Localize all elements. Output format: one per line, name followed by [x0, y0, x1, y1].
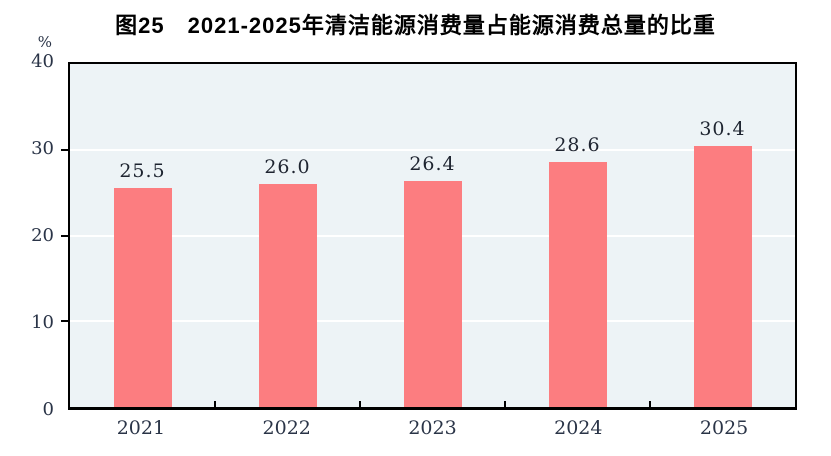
bar-value-label-2025: 30.4	[699, 118, 746, 141]
y-tick-label-0: 0	[42, 399, 54, 420]
bar-group-2021: 25.5	[70, 64, 215, 407]
y-tick-label-10: 10	[31, 312, 54, 333]
bar-value-label-2022: 26.0	[264, 156, 311, 179]
bar-value-label-2023: 26.4	[409, 152, 456, 175]
x-tick-mark-4	[649, 401, 651, 407]
y-tick-mark-30	[61, 148, 68, 151]
bar-group-2024: 28.6	[505, 64, 650, 407]
bar-value-label-2024: 28.6	[554, 133, 601, 156]
x-tick-label-2023: 2023	[408, 417, 457, 439]
x-tick-label-2022: 2022	[262, 417, 311, 439]
x-tick-label-2021: 2021	[116, 417, 166, 439]
x-tick-label-2025: 2025	[699, 417, 749, 439]
y-tick-mark-20	[61, 234, 68, 237]
bar-2024	[548, 161, 607, 407]
y-tick-label-30: 30	[31, 138, 54, 159]
bar-value-label-2021: 25.5	[119, 160, 166, 183]
y-axis-unit-label: %	[37, 33, 52, 51]
plot-area: 25.5 26.0 26.4 28.6 30.4	[61, 62, 797, 410]
gridline-30	[70, 148, 795, 151]
x-tick-label-2024: 2024	[554, 417, 603, 439]
bar-2023	[403, 180, 462, 407]
bar-series: 25.5 26.0 26.4 28.6 30.4	[70, 64, 795, 407]
chart-title: 图25 2021-2025年清洁能源消费量占能源消费总量的比重	[115, 13, 716, 38]
bar-2021	[113, 188, 172, 407]
bar-group-2023: 26.4	[360, 64, 505, 407]
x-axis-tick-labels: 2021 2022 2023 2024 2025	[68, 417, 797, 439]
bar-group-2025: 30.4	[650, 64, 795, 407]
y-axis-tick-labels: 40 30 20 10 0	[0, 51, 62, 420]
x-tick-mark-1	[214, 401, 216, 407]
x-tick-mark-3	[504, 401, 506, 407]
y-tick-label-20: 20	[31, 225, 54, 246]
bar-group-2022: 26.0	[215, 64, 360, 407]
y-tick-label-40: 40	[31, 51, 54, 72]
bar-2025	[693, 146, 752, 407]
y-tick-mark-10	[61, 320, 68, 323]
x-tick-mark-2	[359, 401, 361, 407]
bar-2022	[258, 184, 317, 407]
